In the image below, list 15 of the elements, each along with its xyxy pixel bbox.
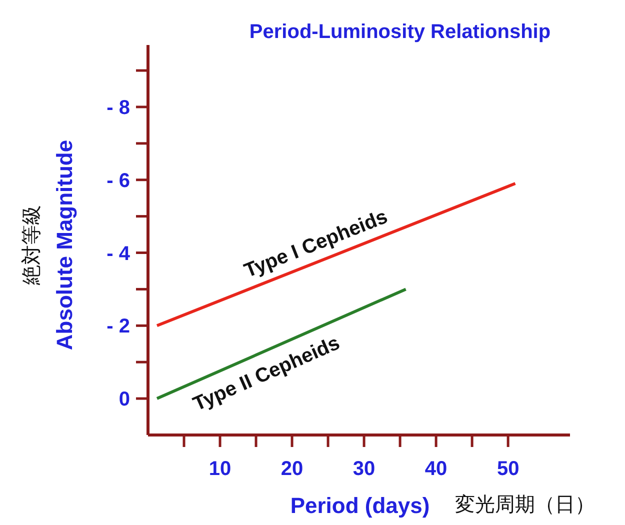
- x-tick-label: 40: [424, 458, 448, 480]
- y-tick-label: - 4: [106, 242, 131, 265]
- text: 絶対等級: [19, 205, 43, 286]
- x-tick-label: 20: [280, 458, 304, 480]
- x-tick-label: 50: [496, 458, 520, 480]
- x-tick-label: 30: [352, 458, 376, 480]
- y-tick-label: - 8: [106, 96, 130, 119]
- chart-title: Period-Luminosity Relationship: [249, 21, 551, 43]
- y-axis-title: Absolute Magnitude: [52, 140, 77, 350]
- text: 変光周期（日）: [455, 492, 595, 516]
- x-axis-title: Period (days): [290, 493, 430, 518]
- y-tick-label: 0: [118, 388, 130, 411]
- y-tick-label: - 2: [106, 316, 130, 338]
- y-tick-label: - 6: [106, 170, 130, 192]
- x-tick-label: 10: [208, 458, 232, 480]
